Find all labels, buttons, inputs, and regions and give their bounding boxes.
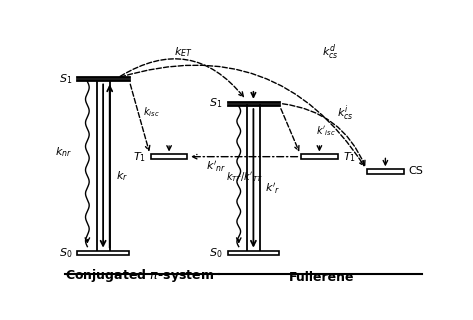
Text: $S_0$: $S_0$ — [209, 246, 222, 260]
Bar — [228, 251, 279, 255]
Text: $k'_{isc}$: $k'_{isc}$ — [316, 124, 335, 138]
Text: CS: CS — [408, 166, 423, 176]
Bar — [151, 155, 187, 159]
Bar — [301, 155, 338, 159]
Text: $k_{isc}$: $k_{isc}$ — [143, 105, 160, 119]
Text: $T_1$: $T_1$ — [343, 150, 356, 164]
Text: $S_0$: $S_0$ — [59, 246, 72, 260]
Text: $k_r$: $k_r$ — [116, 170, 128, 183]
Text: Fullerene: Fullerene — [289, 271, 354, 284]
Bar — [78, 251, 129, 255]
Text: $T_1$: $T_1$ — [133, 150, 146, 164]
Text: $k_{ET}$: $k_{ET}$ — [175, 45, 193, 59]
Text: $S_1$: $S_1$ — [209, 97, 222, 110]
Text: $k_{nr}$: $k_{nr}$ — [55, 145, 72, 159]
Text: $k_{cs}^{d}$: $k_{cs}^{d}$ — [322, 42, 339, 62]
Text: Conjugated $\pi$-system: Conjugated $\pi$-system — [65, 267, 214, 284]
Bar — [367, 169, 403, 174]
Text: $k_{TT}/k'_{TT}$: $k_{TT}/k'_{TT}$ — [226, 170, 263, 184]
Text: $S_1$: $S_1$ — [59, 72, 72, 86]
Text: $k_{cs}^{i}$: $k_{cs}^{i}$ — [337, 104, 353, 123]
Text: $k'_r$: $k'_r$ — [265, 181, 280, 196]
Text: $k'_{nr}$: $k'_{nr}$ — [206, 159, 226, 174]
